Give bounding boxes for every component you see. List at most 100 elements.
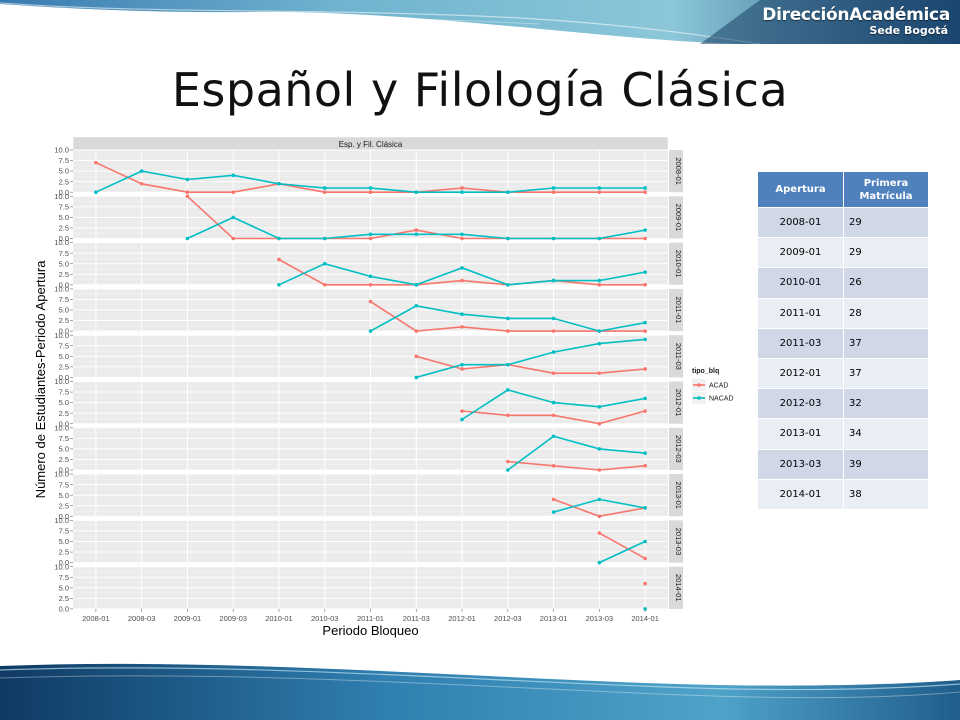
- data-point-acad: [643, 190, 647, 194]
- first-enrollment-table: Apertura Primera Matrícula 2008-01 29 200…: [758, 172, 928, 509]
- y-tick-label: 10.0: [54, 192, 69, 201]
- data-point-nacad: [322, 261, 327, 266]
- cell-count: 29: [843, 206, 928, 238]
- y-tick-label: 2.5: [59, 409, 69, 418]
- y-tick-label: 10.0: [54, 285, 69, 294]
- y-tick-label: 5.0: [59, 537, 69, 546]
- data-point-nacad: [414, 375, 419, 380]
- y-tick-label: 7.5: [59, 388, 69, 397]
- data-point-acad: [460, 409, 464, 413]
- data-point-nacad: [414, 190, 419, 194]
- data-point-acad: [460, 325, 464, 329]
- legend-title: tipo_blq: [692, 368, 719, 375]
- legend-entry-nacad: NACAD: [709, 396, 734, 403]
- facet-panel-2012-01: 0.02.5 5.07.5 10.0 2012-01: [54, 377, 683, 428]
- cell-count: 29: [843, 237, 928, 268]
- cell-count: 34: [843, 418, 928, 449]
- x-tick-label: 2008-03: [128, 614, 156, 623]
- data-point-acad: [506, 413, 510, 418]
- data-point-acad: [322, 190, 327, 194]
- table-header-row: Apertura Primera Matrícula: [758, 172, 928, 208]
- panel-strip: [669, 474, 683, 517]
- bottom-banner: [0, 656, 960, 720]
- data-point-acad: [643, 236, 647, 241]
- cell-apertura: 2009-01: [758, 237, 844, 268]
- y-tick-label: 5.0: [59, 583, 69, 592]
- data-point-nacad: [460, 266, 464, 270]
- y-tick-label: 2.5: [59, 594, 69, 603]
- data-point-nacad: [368, 232, 373, 237]
- data-point-acad: [597, 283, 602, 287]
- facet-title: Esp. y Fil. Clásica: [339, 140, 403, 149]
- cell-count: 39: [843, 448, 928, 480]
- panel-strip-label: 2013-03: [674, 528, 683, 556]
- data-point-nacad: [460, 312, 464, 317]
- data-point-nacad: [551, 278, 556, 283]
- y-tick-label: 2.5: [59, 177, 69, 186]
- data-point-nacad: [643, 186, 647, 190]
- data-point-acad: [597, 514, 602, 519]
- data-point-nacad: [551, 510, 556, 514]
- y-axis-title: Número de Estudiantes-Periodo Apertura: [33, 260, 48, 499]
- brand-subtitle: Sede Bogotá: [869, 24, 948, 37]
- table-row: 2008-01 29: [758, 206, 928, 238]
- table-row: 2011-01 28: [758, 297, 928, 329]
- data-point-nacad: [597, 186, 602, 190]
- y-tick-label: 0.0: [59, 605, 69, 614]
- cell-count: 26: [843, 267, 928, 299]
- y-tick-label: 7.5: [59, 527, 69, 536]
- data-point-acad: [231, 236, 235, 241]
- y-tick-label: 0.0: [59, 512, 69, 521]
- top-wave-decoration: [0, 0, 960, 44]
- facet-panel-2013-03: 0.02.5 5.07.5 10.0 2013-03: [54, 516, 683, 567]
- data-point-nacad: [597, 560, 602, 565]
- data-point-acad: [551, 497, 556, 502]
- panel-strip-label: 2012-03: [674, 435, 683, 463]
- panel-strip-label: 2011-01: [674, 297, 683, 324]
- panel-strip: [669, 242, 683, 285]
- data-point-acad: [643, 463, 647, 468]
- panel-strip-label: 2010-01: [674, 250, 683, 278]
- data-point-nacad: [277, 283, 281, 287]
- cell-apertura: 2011-03: [758, 327, 844, 359]
- data-point-acad: [597, 421, 602, 426]
- series-line-acad: [598, 532, 646, 560]
- series-line-nacad: [507, 435, 646, 471]
- data-point-acad: [643, 581, 647, 586]
- data-point-nacad: [643, 451, 647, 455]
- y-tick-label: 5.0: [59, 352, 69, 361]
- data-point-nacad: [643, 539, 647, 544]
- x-tick-label: 2012-03: [494, 614, 522, 623]
- y-tick-label: 10.0: [54, 516, 69, 525]
- data-point-nacad: [277, 181, 281, 186]
- data-point-nacad: [185, 177, 190, 182]
- data-point-nacad: [551, 400, 556, 405]
- series-line-nacad: [598, 540, 646, 564]
- top-banner: DirecciónAcadémica Sede Bogotá: [0, 0, 960, 44]
- column-header-primera-matricula: Primera Matrícula: [843, 172, 928, 208]
- panel-strip-label: 2011-03: [674, 343, 683, 370]
- data-point-nacad: [460, 362, 464, 367]
- table-row: 2012-01 37: [758, 357, 928, 389]
- chart-svg: Esp. y Fil. Clásica0.02.55.07.510.02008-…: [33, 136, 734, 638]
- data-point-nacad: [643, 228, 647, 232]
- y-tick-label: 5.0: [59, 259, 69, 268]
- data-point-nacad: [368, 329, 373, 333]
- data-point-acad: [597, 190, 602, 194]
- y-tick-label: 7.5: [59, 249, 69, 258]
- panel-strip: [669, 520, 683, 563]
- data-point-acad: [460, 278, 464, 283]
- cell-count: 32: [843, 388, 928, 419]
- data-point-acad: [368, 299, 373, 304]
- x-tick-label: 2012-01: [448, 614, 476, 623]
- data-point-acad: [643, 367, 647, 371]
- data-point-acad: [643, 329, 647, 333]
- data-point-nacad: [597, 447, 602, 451]
- y-tick-label: 10.0: [54, 423, 69, 432]
- series-line-nacad: [416, 338, 646, 379]
- panel-strip-label: 2014-01: [674, 574, 683, 602]
- legend-point-acad: [697, 383, 701, 387]
- y-tick-label: 7.5: [59, 480, 69, 489]
- data-point-nacad: [551, 316, 556, 321]
- data-point-acad: [597, 531, 602, 535]
